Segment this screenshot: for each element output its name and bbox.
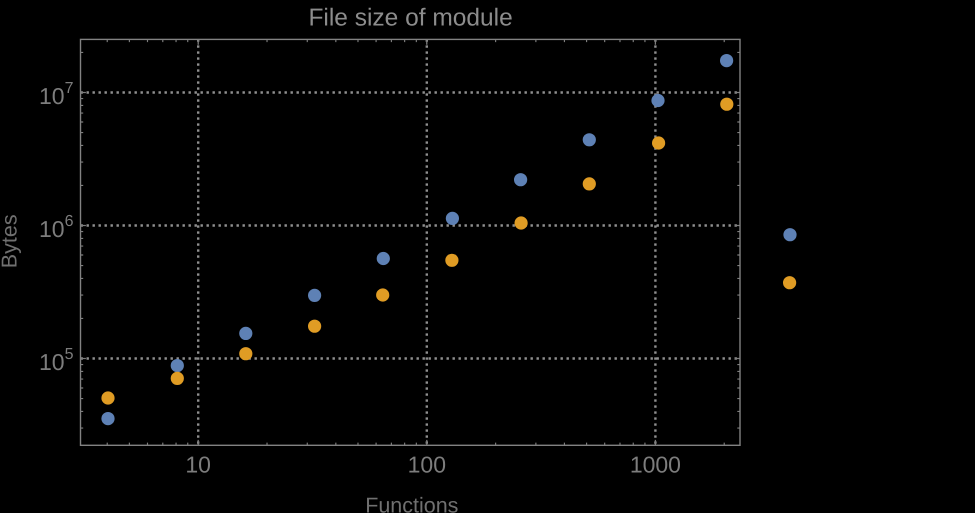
svg-text:100: 100 [408, 451, 446, 477]
svg-text:Bytes: Bytes [0, 214, 22, 268]
svg-text:File size of module: File size of module [308, 5, 512, 32]
svg-text:1000: 1000 [630, 451, 681, 477]
svg-text:10: 10 [185, 451, 211, 477]
svg-text:Functions: Functions [365, 493, 458, 513]
svg-text:105: 105 [39, 346, 74, 375]
